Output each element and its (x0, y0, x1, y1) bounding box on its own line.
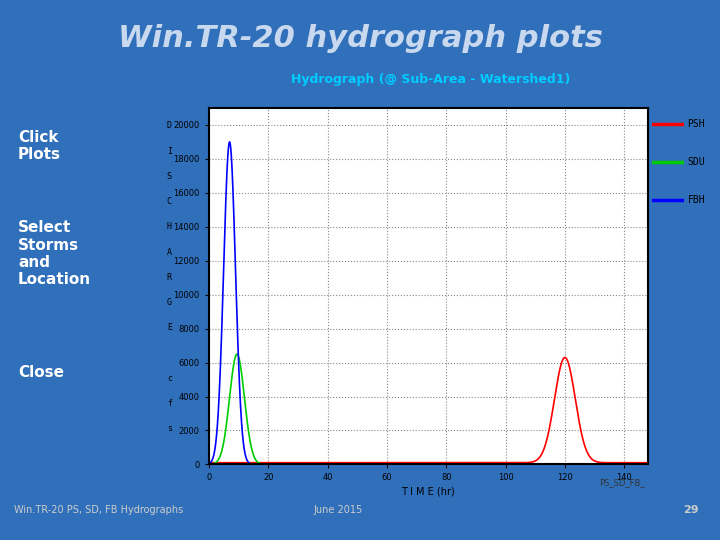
FBH (225, 139, 234, 145)
Line: SDU: SDU (209, 354, 648, 464)
Text: C: C (167, 197, 172, 206)
PSH (468, 460, 477, 466)
SDU (644, 461, 652, 468)
Line: PSH: PSH (209, 357, 648, 463)
Text: D: D (167, 122, 172, 130)
FBH (490, 461, 499, 468)
PSH (204, 460, 213, 466)
X-axis label: T I M E (hr): T I M E (hr) (402, 487, 455, 497)
Text: A: A (167, 247, 172, 256)
Text: f: f (167, 399, 172, 408)
FBH (644, 461, 652, 468)
Line: FBH: FBH (209, 142, 648, 464)
SDU (233, 351, 241, 357)
Text: S: S (167, 172, 172, 181)
PSH (284, 460, 293, 466)
Text: Win.TR-20 hydrograph plots: Win.TR-20 hydrograph plots (117, 24, 603, 53)
SDU (532, 461, 541, 468)
Text: Hydrograph (@ Sub-Area - Watershed1): Hydrograph (@ Sub-Area - Watershed1) (290, 73, 570, 86)
Text: PS_SD_FB_: PS_SD_FB_ (599, 478, 644, 487)
Text: Win.TR-20 PS, SD, FB Hydrographs: Win.TR-20 PS, SD, FB Hydrographs (14, 505, 184, 515)
PSH (561, 354, 570, 361)
SDU (490, 461, 499, 468)
FBH (566, 461, 575, 468)
FBH (372, 461, 381, 468)
PSH (644, 460, 652, 466)
PSH (372, 460, 381, 466)
SDU (372, 461, 381, 468)
Text: 29: 29 (683, 505, 698, 515)
Text: G: G (167, 298, 172, 307)
Text: Select
Storms
and
Location: Select Storms and Location (18, 220, 91, 287)
PSH (532, 457, 541, 463)
Text: PSH: PSH (688, 119, 705, 129)
FBH (454, 461, 463, 468)
Text: Click
Plots: Click Plots (18, 130, 61, 162)
SDU (468, 461, 477, 468)
Text: c: c (167, 374, 172, 383)
SDU (284, 461, 293, 468)
Text: I: I (167, 146, 172, 156)
SDU (519, 461, 528, 468)
FBH (532, 461, 541, 468)
PSH (490, 460, 499, 466)
FBH (284, 461, 293, 468)
Text: E: E (167, 323, 172, 332)
Text: R: R (167, 273, 172, 282)
FBH (204, 461, 213, 467)
Text: SDU: SDU (688, 157, 705, 167)
SDU (566, 461, 575, 468)
Text: FBH: FBH (688, 195, 705, 205)
Text: s: s (167, 424, 172, 433)
SDU (204, 461, 213, 468)
PSH (566, 366, 575, 373)
Text: H: H (167, 222, 172, 231)
FBH (468, 461, 477, 468)
Text: Close: Close (18, 365, 64, 380)
Text: June 2015: June 2015 (314, 505, 363, 515)
